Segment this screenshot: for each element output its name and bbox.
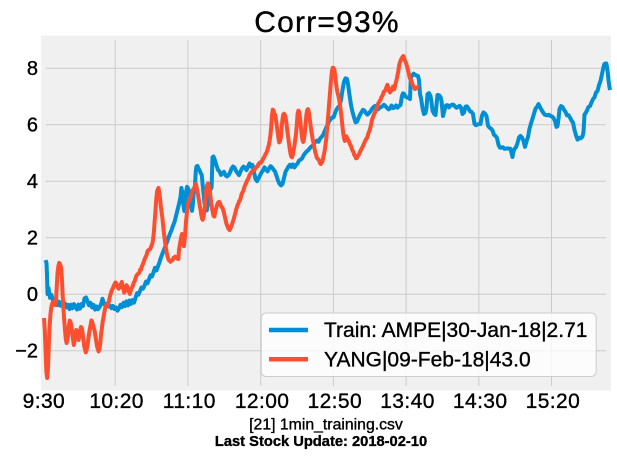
svg-text:2: 2	[27, 228, 38, 250]
svg-text:4: 4	[27, 171, 38, 193]
svg-text:8: 8	[27, 58, 38, 80]
svg-text:9:30: 9:30	[23, 390, 65, 413]
svg-text:Last Stock Update: 2018-02-10: Last Stock Update: 2018-02-10	[215, 434, 427, 450]
svg-text:12:50: 12:50	[308, 390, 363, 413]
svg-text:−2: −2	[15, 341, 38, 363]
svg-text:[21] 1min_training.csv: [21] 1min_training.csv	[249, 417, 403, 434]
svg-text:6: 6	[27, 115, 38, 137]
svg-text:10:20: 10:20	[89, 390, 144, 413]
svg-text:15:20: 15:20	[526, 390, 581, 413]
svg-text:YANG|09-Feb-18|43.0: YANG|09-Feb-18|43.0	[324, 348, 531, 371]
svg-text:0: 0	[27, 284, 38, 306]
svg-text:12:00: 12:00	[235, 390, 290, 413]
svg-text:14:30: 14:30	[453, 390, 508, 413]
svg-text:Train: AMPE|30-Jan-18|2.71: Train: AMPE|30-Jan-18|2.71	[324, 319, 587, 342]
svg-text:11:10: 11:10	[163, 390, 216, 413]
svg-text:13:40: 13:40	[380, 390, 435, 413]
svg-text:Corr=93%: Corr=93%	[254, 6, 400, 39]
